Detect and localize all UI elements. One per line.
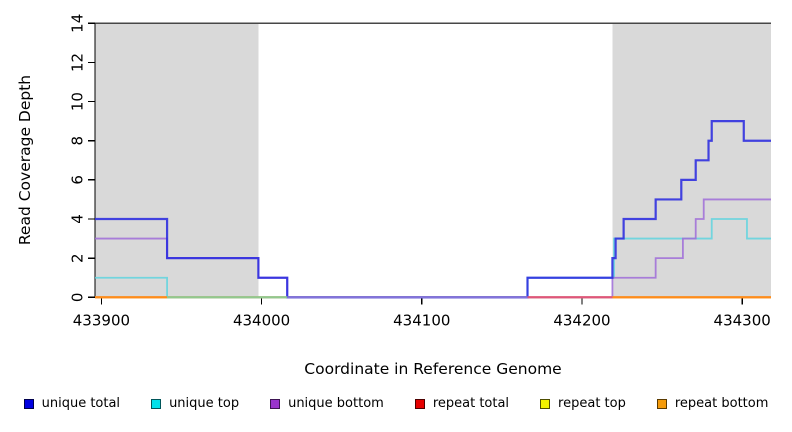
legend-item-unique-top: unique top: [151, 396, 239, 411]
series-unique-total: [95, 120, 771, 299]
y-axis-title: Read Coverage Depth: [16, 75, 34, 245]
legend-swatch-unique-bottom: [270, 398, 281, 409]
legend-item-unique-total: unique total: [23, 396, 121, 411]
legend-label: unique bottom: [288, 396, 384, 411]
legend-item-repeat-top: repeat top: [540, 396, 626, 411]
legend-label: unique top: [169, 396, 240, 411]
legend-label: repeat top: [558, 396, 626, 411]
x-axis-title: Coordinate in Reference Genome: [304, 360, 561, 378]
legend-swatch-repeat-total: [414, 398, 425, 409]
x-tick-label: 434100: [393, 311, 450, 329]
legend-swatch-unique-total: [23, 398, 34, 409]
legend: unique total unique top unique bottom repea…: [0, 396, 792, 411]
legend-item-unique-bottom: unique bottom: [270, 396, 384, 411]
y-tick-label: 8: [69, 136, 87, 146]
y-tick-label: 4: [69, 214, 87, 224]
x-tick-label: 434300: [714, 311, 771, 329]
y-tick-label: 14: [69, 14, 87, 33]
plot-layers: 0 2 4 6 8 10 12 14 433900 434000 434100 434200 43430…: [69, 14, 771, 329]
legend-swatch-repeat-top: [540, 398, 551, 409]
legend-swatch-unique-top: [151, 398, 162, 409]
shaded-region: [612, 23, 771, 298]
y-tick-label: 10: [69, 92, 87, 111]
y-tick-label: 6: [69, 175, 87, 185]
legend-label: unique total: [41, 396, 121, 411]
x-tick-label: 434200: [553, 311, 610, 329]
chart-svg: 0 2 4 6 8 10 12 14 433900 434000 434100 434200 43430…: [16, 14, 771, 378]
legend-item-repeat-total: repeat total: [414, 396, 510, 411]
y-tick-label: 0: [69, 293, 87, 303]
legend-item-repeat-bottom: repeat bottom: [656, 396, 769, 411]
legend-label: repeat total: [432, 396, 510, 411]
x-tick-label: 434000: [233, 311, 290, 329]
x-tick-label: 433900: [73, 311, 130, 329]
shaded-region: [95, 23, 259, 298]
legend-label: repeat bottom: [674, 396, 769, 411]
legend-swatch-repeat-bottom: [656, 398, 667, 409]
y-tick-label: 12: [69, 53, 87, 72]
y-tick-label: 2: [69, 253, 87, 263]
